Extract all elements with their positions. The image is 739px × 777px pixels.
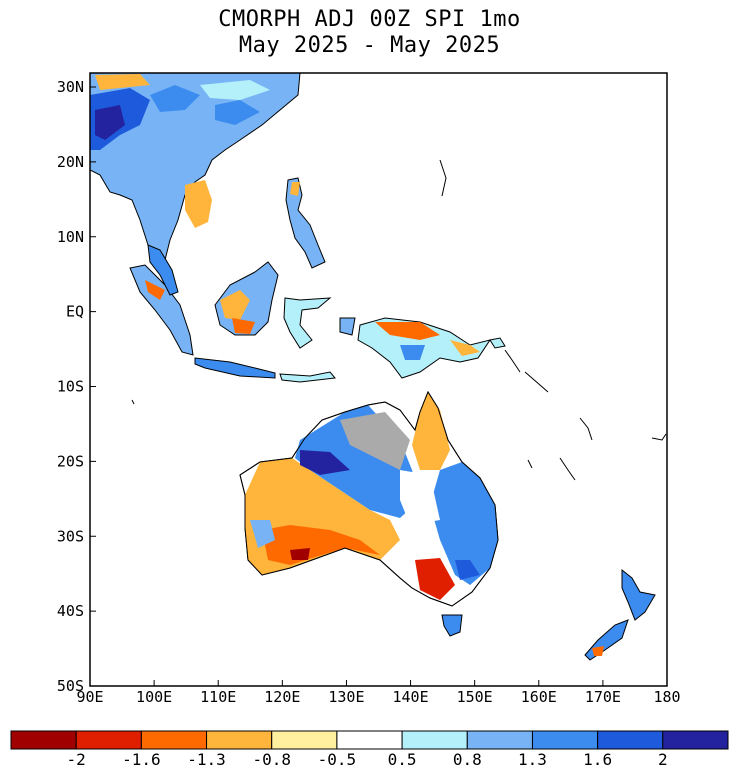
y-tick-label: 30S	[57, 527, 84, 545]
colorbar-label: 0.5	[388, 750, 417, 769]
lesser-sunda-islands	[279, 371, 336, 383]
x-tick-label: 120E	[264, 688, 300, 706]
colorbar-swatch	[75, 730, 142, 750]
title-line-1: CMORPH ADJ 00Z SPI 1mo	[218, 7, 521, 32]
map-frame	[89, 72, 668, 687]
x-tick-label: 140E	[392, 688, 428, 706]
x-tick-label: 150E	[457, 688, 493, 706]
y-axis: 30N 20N 10N EQ 10S 20S 30S 40S 50S	[57, 78, 96, 695]
colorbar-label: 0.8	[453, 750, 482, 769]
y-tick-label: 10N	[57, 228, 84, 246]
x-tick-label: 160E	[521, 688, 557, 706]
y-tick-label: 30N	[57, 78, 84, 96]
java-island	[194, 357, 276, 379]
colorbar-swatch	[336, 730, 403, 750]
y-tick-label: 20N	[57, 153, 84, 171]
title-line-2: May 2025 - May 2025	[238, 33, 501, 58]
x-tick-label: 130E	[328, 688, 364, 706]
x-tick-label: 180	[653, 688, 680, 706]
colorbar-swatch	[271, 730, 338, 750]
malay-peninsula	[147, 244, 179, 296]
maluku-islands	[339, 317, 356, 336]
tasmania-island	[441, 614, 463, 637]
colorbar-swatch	[466, 730, 533, 750]
colorbar-labels: -2 -1.6 -1.3 -0.8 -0.5 0.5 0.8 1.3 1.6 2	[67, 750, 668, 769]
colorbar-label: -0.5	[318, 750, 357, 769]
colorbar-swatch	[10, 730, 77, 750]
y-tick-label: 40S	[57, 602, 84, 620]
y-tick-label: 50S	[57, 677, 84, 695]
colorbar-label: 1.3	[518, 750, 547, 769]
y-tick-label: 20S	[57, 452, 84, 470]
colorbar	[10, 730, 729, 750]
colorbar-label: -2	[67, 750, 86, 769]
southeast-asia-landmass	[89, 72, 301, 263]
x-tick-label: 110E	[200, 688, 236, 706]
colorbar-label: -0.8	[252, 750, 291, 769]
sulawesi-island	[283, 297, 332, 349]
sumatra-island	[129, 264, 194, 356]
colorbar-swatch	[206, 730, 273, 750]
colorbar-label: 2	[658, 750, 668, 769]
new-zealand-north-island	[621, 568, 656, 621]
y-tick-label: 10S	[57, 378, 84, 396]
colorbar-label: 1.6	[583, 750, 612, 769]
philippines-islands	[285, 177, 326, 269]
colorbar-label: -1.6	[122, 750, 161, 769]
y-tick-label: EQ	[66, 303, 84, 321]
x-tick-label: 170E	[585, 688, 621, 706]
colorbar-swatch	[140, 730, 208, 750]
x-axis: 90E 100E 110E 120E 130E 140E 150E 160E 170E 180	[76, 680, 681, 706]
x-tick-label: 90E	[76, 688, 103, 706]
colorbar-swatch	[662, 730, 729, 750]
colorbar-swatch	[531, 730, 599, 750]
colorbar-swatch	[597, 730, 664, 750]
australia-landmass	[239, 390, 499, 607]
map-area	[89, 72, 667, 686]
x-tick-label: 100E	[136, 688, 172, 706]
pacific-islands	[131, 159, 667, 481]
colorbar-swatch	[401, 730, 468, 750]
colorbar-label: -1.3	[187, 750, 226, 769]
